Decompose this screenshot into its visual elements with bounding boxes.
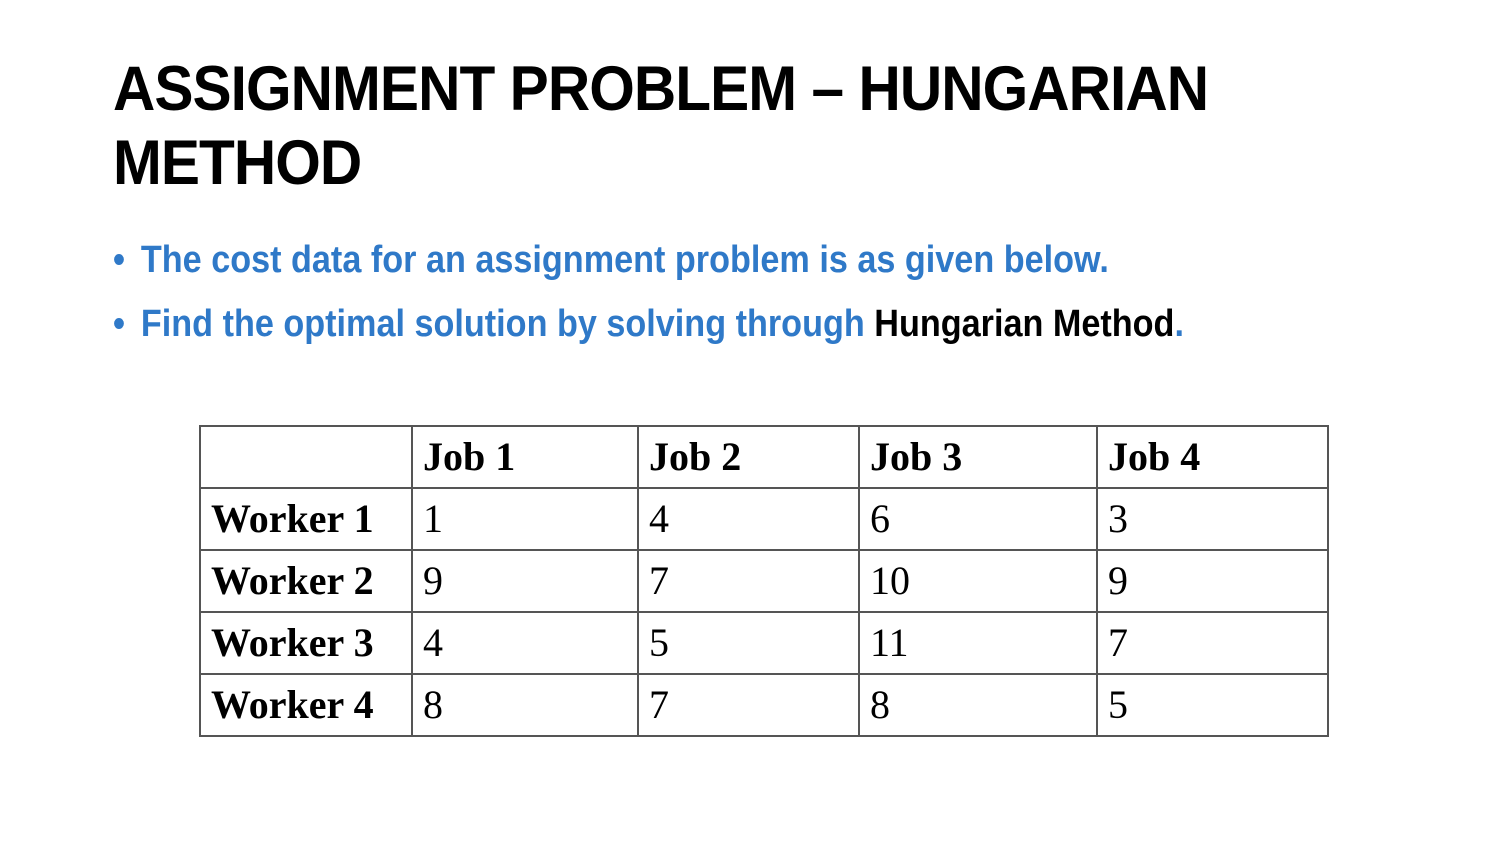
table-cell: 5 (1096, 673, 1329, 737)
title-line-2: METHOD (113, 128, 362, 198)
table-cell: 7 (1096, 611, 1329, 675)
table-cell: 7 (637, 673, 860, 737)
row-header-worker-4: Worker 4 (199, 673, 413, 737)
title-line-1: ASSIGNMENT PROBLEM – HUNGARIAN (113, 54, 1209, 124)
table-cell: 11 (858, 611, 1098, 675)
table-cell: 6 (858, 487, 1098, 551)
bullet-suffix: . (1174, 303, 1184, 345)
table-row: Worker 1 1 4 6 3 (199, 487, 1329, 551)
table-cell: 5 (637, 611, 860, 675)
table-cell: 8 (858, 673, 1098, 737)
bullet-emphasis: Hungarian Method (874, 303, 1175, 345)
table-cell: 4 (637, 487, 860, 551)
column-header-job-3: Job 3 (858, 425, 1098, 489)
table-cell: 1 (411, 487, 639, 551)
table-corner-cell (199, 425, 413, 489)
bullet-text: Find the optimal solution by solving thr… (140, 303, 875, 345)
bullet-item-find-solution: • Find the optimal solution by solving t… (113, 292, 1238, 356)
bullet-marker: • (113, 239, 125, 281)
table-cell: 7 (637, 549, 860, 613)
table-row: Worker 2 9 7 10 9 (199, 549, 1329, 613)
table-cell: 8 (411, 673, 639, 737)
row-header-worker-1: Worker 1 (199, 487, 413, 551)
table-header-row: Job 1 Job 2 Job 3 Job 4 (199, 425, 1329, 489)
table-cell: 9 (1096, 549, 1329, 613)
bullet-marker: • (113, 303, 125, 345)
table-row: Worker 3 4 5 11 7 (199, 611, 1329, 675)
bullet-list: • The cost data for an assignment proble… (113, 228, 1238, 356)
table-row: Worker 4 8 7 8 5 (199, 673, 1329, 737)
column-header-job-4: Job 4 (1096, 425, 1329, 489)
table-cell: 10 (858, 549, 1098, 613)
row-header-worker-3: Worker 3 (199, 611, 413, 675)
cost-table: Job 1 Job 2 Job 3 Job 4 Worker 1 1 4 6 3… (199, 425, 1329, 737)
table-cell: 9 (411, 549, 639, 613)
bullet-text: The cost data for an assignment problem … (140, 239, 1109, 281)
slide-title: ASSIGNMENT PROBLEM – HUNGARIAN METHOD (113, 52, 1276, 200)
table-cell: 4 (411, 611, 639, 675)
column-header-job-2: Job 2 (637, 425, 860, 489)
bullet-item-cost-data: • The cost data for an assignment proble… (113, 228, 1238, 292)
column-header-job-1: Job 1 (411, 425, 639, 489)
table-cell: 3 (1096, 487, 1329, 551)
row-header-worker-2: Worker 2 (199, 549, 413, 613)
